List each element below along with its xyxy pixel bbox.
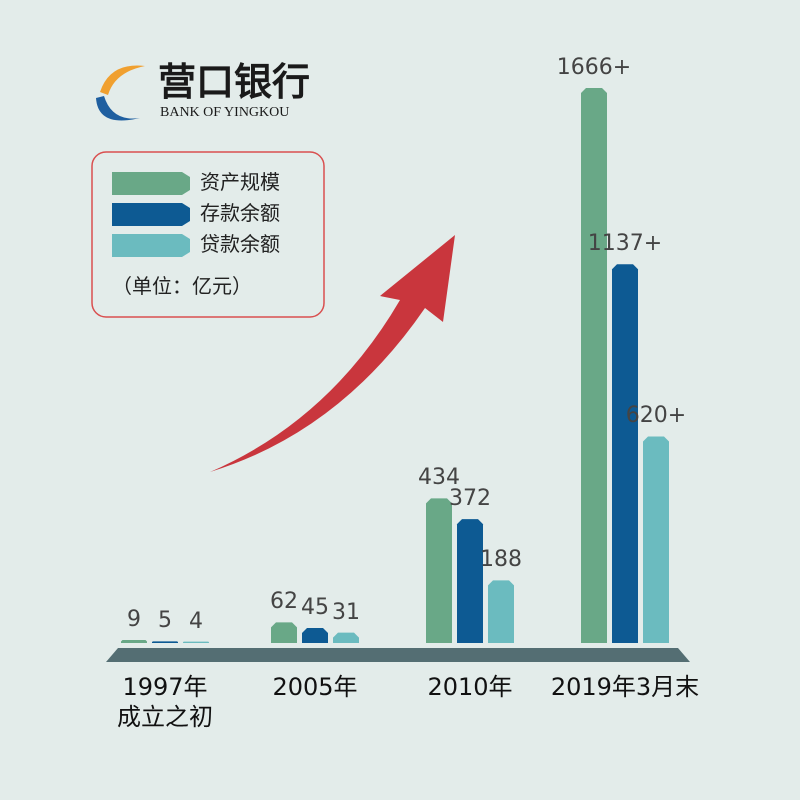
logo-mark: [96, 96, 140, 121]
x-tick-label: 1997年 成立之初: [117, 673, 213, 731]
bar: [121, 640, 147, 643]
brand-english: BANK OF YINGKOU: [160, 105, 290, 120]
bar: [333, 632, 359, 643]
bar: [488, 580, 514, 643]
bar: [302, 628, 328, 643]
x-tick-label: 2019年3月末: [550, 673, 700, 701]
bar: [612, 264, 638, 643]
x-tick-label: 2005年: [272, 673, 358, 701]
legend-label: 贷款余额: [200, 232, 280, 256]
value-label: 372: [449, 486, 491, 512]
value-label: 620+: [625, 403, 687, 429]
legend-label: 存款余额: [200, 201, 280, 225]
bar: [152, 641, 178, 643]
value-label: 434: [418, 465, 460, 491]
legend-swatch: [112, 172, 190, 195]
value-label: 188: [480, 547, 522, 573]
legend-swatch: [112, 203, 190, 226]
value-label: 5: [158, 608, 172, 634]
value-label: 4: [189, 608, 203, 634]
value-label: 9: [127, 607, 141, 632]
legend-label: 资产规模: [200, 170, 280, 194]
legend-swatch: [112, 234, 190, 257]
trend-arrow: [210, 235, 455, 472]
value-label: 31: [332, 599, 360, 625]
value-label: 1137+: [587, 231, 663, 257]
bar: [457, 519, 483, 643]
bar: [271, 622, 297, 643]
bar: [183, 641, 209, 643]
bar: [643, 436, 669, 643]
logo-mark: [100, 65, 145, 95]
baseline: [106, 648, 690, 662]
value-label: 1666+: [556, 55, 632, 80]
bar: [581, 88, 607, 643]
x-tick-label: 2010年: [427, 673, 513, 701]
value-label: 45: [301, 595, 329, 620]
unit-note: （单位：亿元）: [112, 274, 252, 298]
value-label: 62: [270, 589, 298, 615]
legend-box: [91, 151, 325, 318]
bar: [426, 498, 452, 643]
brand-name: 营口银行: [158, 59, 311, 104]
